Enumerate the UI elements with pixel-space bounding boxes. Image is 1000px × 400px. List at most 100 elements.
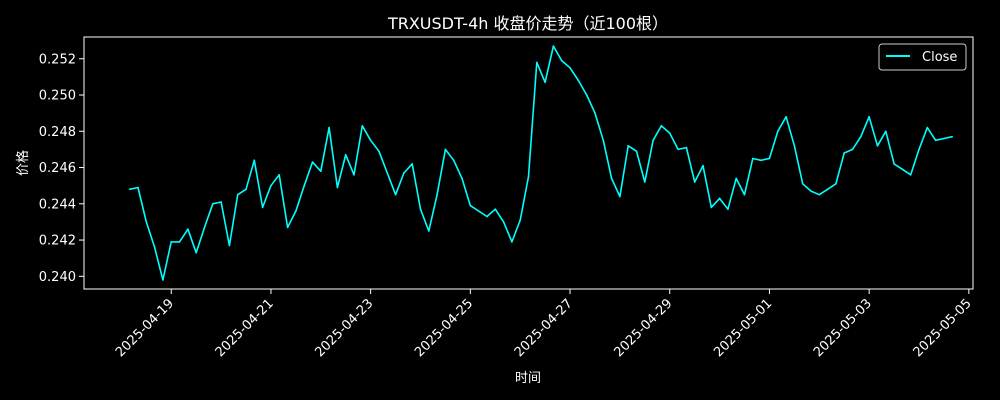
data-point bbox=[436, 193, 438, 196]
data-point bbox=[145, 221, 148, 223]
data-point bbox=[793, 145, 796, 147]
data-point bbox=[702, 164, 704, 167]
data-point bbox=[594, 112, 596, 114]
data-point bbox=[452, 159, 455, 162]
data-point bbox=[444, 148, 447, 151]
data-point bbox=[785, 116, 787, 118]
y-tick-label: 0.250 bbox=[39, 89, 76, 104]
y-axis-title: 价格 bbox=[15, 150, 31, 176]
data-point bbox=[369, 139, 372, 142]
data-point bbox=[743, 193, 746, 196]
data-point bbox=[469, 204, 472, 207]
x-axis-title: 时间 bbox=[515, 371, 541, 386]
data-point bbox=[203, 226, 206, 229]
data-point bbox=[569, 67, 571, 69]
data-point bbox=[818, 193, 821, 196]
series-line-close bbox=[129, 45, 953, 281]
data-point bbox=[735, 177, 737, 180]
data-point bbox=[752, 157, 754, 160]
data-point bbox=[428, 230, 430, 232]
data-point bbox=[527, 175, 530, 178]
data-point bbox=[677, 148, 679, 151]
data-point bbox=[810, 190, 812, 192]
data-point bbox=[228, 244, 231, 247]
data-point bbox=[511, 241, 513, 243]
data-point bbox=[419, 208, 422, 210]
data-point bbox=[710, 206, 713, 209]
data-point bbox=[577, 79, 580, 82]
data-point bbox=[585, 94, 588, 96]
data-point bbox=[195, 251, 197, 254]
data-point bbox=[951, 135, 953, 138]
data-point bbox=[461, 177, 463, 180]
data-point bbox=[943, 137, 945, 140]
data-point bbox=[718, 197, 721, 200]
data-point bbox=[760, 159, 762, 162]
data-point bbox=[644, 181, 646, 183]
data-point bbox=[876, 145, 879, 147]
legend: Close bbox=[878, 43, 967, 71]
data-point bbox=[477, 210, 480, 212]
data-point bbox=[926, 126, 929, 129]
data-point bbox=[137, 186, 139, 189]
data-point bbox=[178, 241, 181, 243]
data-point bbox=[303, 184, 306, 187]
y-tick-label: 0.252 bbox=[39, 52, 76, 67]
data-point bbox=[668, 132, 671, 134]
data-point bbox=[320, 170, 322, 172]
data-point bbox=[502, 221, 505, 223]
data-point bbox=[652, 139, 654, 142]
data-point bbox=[344, 154, 347, 156]
data-point bbox=[261, 206, 264, 209]
data-point bbox=[220, 201, 222, 203]
data-point bbox=[187, 228, 189, 230]
data-point bbox=[153, 246, 156, 249]
y-tick-label: 0.240 bbox=[39, 270, 76, 285]
data-point bbox=[236, 193, 239, 196]
data-point bbox=[602, 139, 605, 142]
data-point bbox=[909, 174, 912, 176]
data-point bbox=[801, 183, 804, 185]
data-point bbox=[403, 172, 405, 174]
data-point bbox=[328, 126, 330, 129]
data-point bbox=[918, 148, 920, 151]
legend-label-close: Close bbox=[922, 50, 957, 65]
data-point bbox=[162, 279, 164, 281]
data-point bbox=[660, 125, 663, 127]
data-point bbox=[901, 168, 904, 171]
data-point bbox=[635, 150, 638, 152]
data-point bbox=[619, 195, 621, 198]
data-point bbox=[170, 241, 172, 243]
data-point bbox=[286, 226, 289, 229]
data-point bbox=[245, 188, 247, 191]
data-point bbox=[361, 125, 364, 127]
data-point bbox=[311, 161, 314, 163]
data-point bbox=[353, 174, 355, 176]
data-point bbox=[486, 215, 488, 218]
chart-title: TRXUSDT-4h 收盘价走势（近100根） bbox=[387, 14, 668, 33]
y-tick-label: 0.248 bbox=[39, 125, 76, 140]
data-point bbox=[494, 208, 497, 210]
data-point bbox=[868, 116, 870, 118]
data-point bbox=[685, 146, 688, 149]
data-point bbox=[860, 135, 862, 138]
data-point bbox=[253, 159, 256, 162]
y-tick-label: 0.244 bbox=[39, 197, 76, 212]
data-point bbox=[278, 174, 281, 176]
data-point bbox=[693, 181, 696, 183]
data-point bbox=[610, 177, 613, 180]
data-point bbox=[336, 186, 339, 189]
plot-area bbox=[128, 45, 953, 281]
data-point bbox=[212, 203, 214, 205]
y-axis: 0.240 0.242 0.244 0.246 0.248 0.250 0.252 bbox=[39, 52, 84, 285]
data-point bbox=[552, 45, 555, 47]
data-point bbox=[386, 172, 389, 174]
data-point bbox=[411, 163, 414, 165]
data-point bbox=[378, 150, 380, 152]
data-point bbox=[560, 59, 563, 62]
data-point bbox=[270, 184, 272, 187]
data-point bbox=[851, 148, 854, 151]
legend-box bbox=[878, 43, 967, 71]
data-point bbox=[843, 152, 845, 154]
